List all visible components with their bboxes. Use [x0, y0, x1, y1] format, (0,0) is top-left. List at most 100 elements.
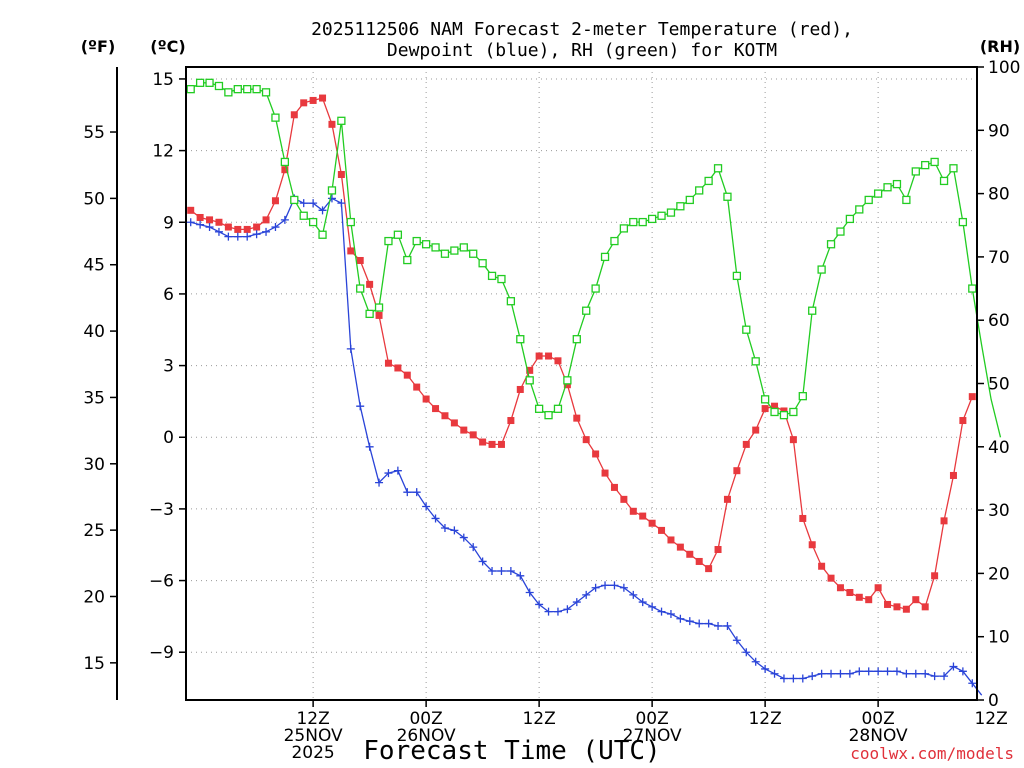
data-point [779, 410, 789, 420]
data-point [864, 195, 873, 205]
data-point [779, 674, 788, 683]
fahrenheit-tick-label: 45 [83, 256, 105, 276]
fahrenheit-tick-label: 30 [83, 455, 105, 475]
data-point [892, 179, 902, 189]
data-point [365, 309, 374, 319]
data-point [413, 383, 421, 391]
data-point [261, 88, 271, 97]
data-point [619, 583, 628, 592]
data-point [478, 557, 487, 566]
data-point [610, 236, 619, 246]
data-point [685, 617, 694, 626]
data-point [629, 590, 638, 599]
celsius-tick-label: 6 [163, 285, 174, 305]
data-point [770, 407, 779, 417]
data-point [798, 674, 807, 683]
data-point [421, 240, 431, 249]
data-point [544, 410, 553, 420]
data-point [290, 195, 299, 205]
fahrenheit-tick-label: 55 [83, 123, 105, 143]
data-point [243, 225, 251, 233]
data-point [629, 507, 637, 515]
data-point [469, 543, 478, 552]
data-point [375, 311, 383, 319]
data-point [356, 402, 365, 411]
data-point [393, 230, 403, 239]
data-point [196, 220, 205, 229]
data-point [233, 85, 242, 94]
data-point [374, 303, 384, 312]
data-point [234, 225, 242, 233]
data-point [695, 557, 703, 565]
rh-tick-label: 60 [988, 311, 1010, 331]
data-point [572, 598, 581, 607]
data-point [845, 214, 855, 224]
data-point [657, 211, 666, 220]
data-point [262, 227, 271, 236]
data-point [432, 405, 440, 413]
data-point [195, 78, 205, 87]
data-point [563, 381, 571, 389]
data-point [780, 407, 788, 415]
celsius-axis: 15 12 9 6 3 0 −3 −6 −9 [149, 70, 186, 663]
data-point [487, 271, 497, 281]
data-point [817, 669, 826, 678]
data-point [808, 672, 817, 681]
data-point [582, 590, 591, 599]
data-point [752, 426, 760, 434]
data-point [610, 581, 619, 590]
data-point [883, 183, 892, 192]
data-point [930, 157, 939, 167]
data-point [733, 467, 741, 475]
series-line [190, 197, 983, 696]
data-point [393, 466, 402, 475]
data-point [921, 160, 930, 170]
data-point [300, 99, 308, 107]
data-point [818, 562, 826, 570]
rh-tick-label: 100 [988, 58, 1020, 78]
data-point [318, 230, 327, 239]
data-point [949, 662, 958, 671]
fahrenheit-tick-label: 20 [83, 587, 105, 607]
data-point [695, 619, 704, 628]
data-point [431, 243, 440, 252]
fahrenheit-tick-label: 50 [83, 189, 105, 209]
data-point [534, 404, 544, 413]
fahrenheit-unit-label: (ºF) [81, 37, 116, 56]
data-point [441, 412, 449, 420]
data-point [205, 78, 214, 87]
data-point [732, 271, 742, 281]
data-point [676, 614, 685, 623]
data-point [648, 519, 656, 527]
data-point [224, 232, 233, 241]
data-point [911, 669, 920, 678]
data-point [931, 572, 939, 580]
data-point [233, 232, 242, 241]
data-point [252, 230, 261, 239]
data-point [187, 206, 195, 214]
data-point [742, 440, 750, 448]
data-point [695, 186, 704, 195]
data-point [243, 85, 252, 94]
data-point [902, 605, 910, 613]
data-point [403, 371, 411, 379]
watermark: coolwx.com/models [850, 744, 1014, 763]
data-point [893, 603, 901, 611]
data-point [620, 495, 628, 503]
time-tick-label: 25NOV [284, 726, 343, 746]
data-point [836, 669, 845, 678]
data-point [705, 565, 713, 573]
time-tick-label: 12Z [522, 709, 555, 729]
data-point [544, 607, 553, 616]
fahrenheit-tick-label: 25 [83, 521, 105, 541]
data-point [771, 402, 779, 410]
data-point [497, 274, 506, 284]
celsius-tick-label: −3 [149, 500, 174, 520]
data-point [563, 605, 572, 614]
plot-frame [185, 66, 978, 701]
data-point [968, 393, 976, 401]
data-point [789, 436, 797, 444]
data-point [864, 667, 873, 676]
